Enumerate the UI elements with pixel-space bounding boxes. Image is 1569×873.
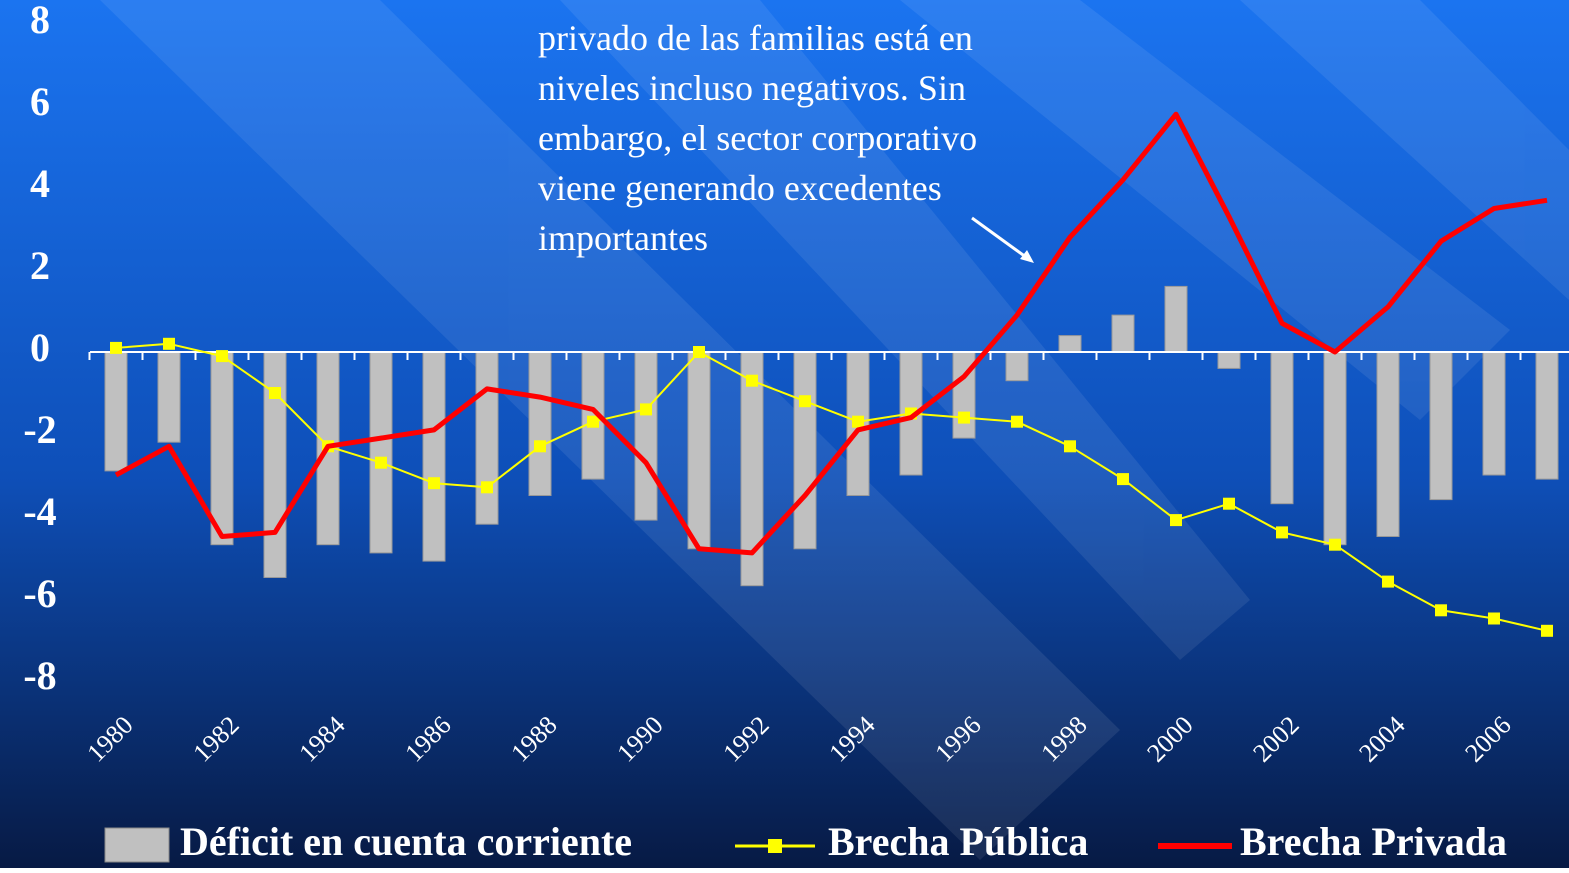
marker (216, 350, 228, 363)
annotation-line: privado de las familias está en (538, 18, 973, 58)
bar (1164, 285, 1188, 353)
y-tick-label: -4 (23, 489, 56, 534)
legend-label: Brecha Pública (828, 819, 1088, 864)
marker (958, 411, 970, 424)
marker (534, 440, 546, 453)
marker (640, 403, 652, 416)
marker (375, 456, 387, 469)
bar (1111, 314, 1135, 353)
marker (1064, 440, 1076, 453)
annotation-line: viene generando excedentes (538, 168, 942, 208)
bar (422, 351, 446, 562)
bar (634, 351, 658, 521)
marker (1382, 575, 1394, 588)
y-tick-label: 4 (30, 161, 50, 206)
annotation-line: importantes (538, 218, 708, 258)
bar (1323, 351, 1347, 546)
marker (1170, 514, 1182, 527)
y-tick-label: -2 (23, 407, 56, 452)
bar (369, 351, 393, 554)
y-tick-label: 0 (30, 325, 50, 370)
marker (110, 341, 122, 354)
y-tick-label: -8 (23, 653, 56, 698)
bar (793, 351, 817, 550)
bar (475, 351, 499, 525)
marker (1223, 497, 1235, 510)
bar (1270, 351, 1294, 505)
legend-label: Déficit en cuenta corriente (180, 819, 632, 864)
marker (1276, 526, 1288, 539)
marker (746, 374, 758, 387)
legend-swatch (768, 839, 782, 853)
marker (1329, 538, 1341, 551)
annotation: privado de las familias está en niveles i… (538, 18, 977, 258)
marker (1435, 604, 1447, 617)
legend-swatch (104, 827, 170, 863)
y-tick-label: 2 (30, 243, 50, 288)
bar (1376, 351, 1400, 537)
y-tick-label: -6 (23, 571, 56, 616)
bar (1535, 351, 1559, 480)
marker (1488, 612, 1500, 625)
marker (428, 477, 440, 490)
bar (210, 351, 234, 546)
marker (269, 387, 281, 399)
bar (1217, 351, 1241, 369)
annotation-line: niveles incluso negativos. Sin (538, 68, 966, 108)
annotation-arrowhead (1020, 250, 1034, 263)
marker (1011, 415, 1023, 428)
bar (1482, 351, 1506, 476)
marker (163, 337, 175, 350)
annotation-line: embargo, el sector corporativo (538, 118, 977, 158)
bar (263, 351, 287, 578)
bar (687, 351, 711, 550)
y-tick-label: 6 (30, 79, 50, 124)
line (114, 111, 1548, 556)
bar (1005, 351, 1029, 382)
bar (104, 351, 128, 472)
marker (799, 395, 811, 408)
marker (693, 346, 705, 358)
bar (1058, 335, 1082, 353)
legend-label: Brecha Privada (1240, 819, 1507, 864)
annotation-arrow (971, 216, 1031, 262)
marker (1117, 473, 1129, 486)
bar (528, 351, 552, 496)
y-tick-label: 8 (30, 0, 50, 42)
bar (157, 351, 181, 443)
marker (1541, 624, 1553, 637)
line (115, 342, 1548, 632)
marker (481, 481, 493, 494)
marker (852, 415, 864, 428)
bar (1429, 351, 1453, 501)
marker (587, 415, 599, 428)
